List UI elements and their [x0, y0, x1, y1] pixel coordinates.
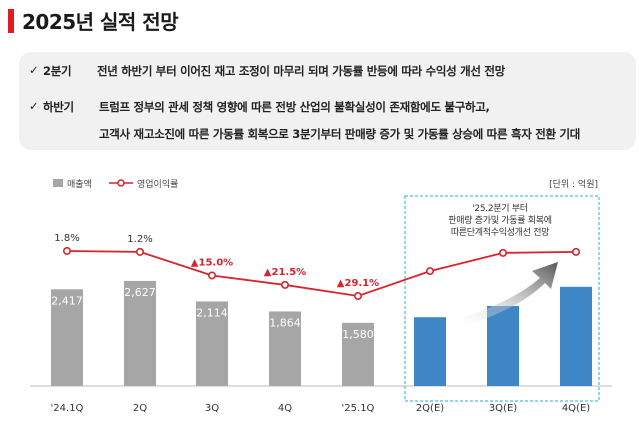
summary-text: 전년 하반기 부터 이어진 재고 조정이 마무리 되며 가동률 반등에 따라 수… — [97, 64, 505, 78]
bar — [342, 322, 374, 386]
line-value-label: ▲29.1% — [337, 278, 379, 289]
bar — [196, 301, 228, 386]
check-icon: ✓ — [29, 63, 39, 77]
x-tick-label: '25.1Q — [342, 403, 375, 414]
line-marker — [353, 291, 362, 300]
summary-box — [19, 52, 636, 150]
bar-value-label: 1,864 — [269, 316, 301, 329]
bar-value-label: 2,114 — [196, 306, 228, 319]
summary-period-label: 하반기 — [43, 100, 74, 114]
summary-text: 트럼프 정부의 관세 정책 영향에 따른 전방 산업의 불확실성이 존재함에도 … — [99, 100, 490, 114]
forecast-annotation: '25.2분기 부터 — [472, 203, 528, 214]
line-marker — [136, 247, 145, 256]
x-tick-label: 3Q(E) — [489, 403, 517, 414]
title-accent-bar — [8, 9, 14, 33]
bar-value-label: 2,627 — [124, 286, 156, 299]
bar — [487, 306, 519, 386]
line-marker — [498, 248, 507, 257]
x-tick-label: 4Q(E) — [562, 403, 590, 414]
line-value-label: ▲15.0% — [191, 257, 233, 268]
line-marker — [280, 280, 289, 289]
line-value-label: 1.2% — [127, 234, 152, 245]
forecast-box — [404, 195, 600, 402]
x-tick-label: 2Q — [133, 403, 147, 414]
check-icon: ✓ — [29, 99, 39, 113]
trend-arrow-icon — [462, 262, 558, 326]
page-title: 2025년 실적 전망 — [22, 10, 179, 34]
line-marker — [571, 247, 580, 256]
legend-line-marker — [117, 179, 125, 187]
legend-bar-swatch — [53, 179, 63, 187]
margin-line — [66, 250, 577, 297]
bar-value-label: 1,580 — [342, 328, 374, 341]
line-marker — [62, 247, 71, 256]
bar — [414, 317, 446, 386]
forecast-annotation: 따른단계적수익성개선 전망 — [451, 226, 549, 238]
bar — [560, 286, 592, 386]
bar — [51, 289, 83, 386]
bar — [124, 280, 156, 386]
line-value-label: 1.8% — [54, 233, 79, 244]
forecast-annotation: 판매량 증가및 가동률 회복에 — [448, 214, 551, 226]
summary-text: 고객사 재고소진에 따른 가동률 회복으로 3분기부터 판매량 증가 및 가동률… — [99, 127, 581, 141]
legend-line-label: 영업이익률 — [137, 178, 178, 190]
line-marker — [425, 267, 434, 276]
x-tick-label: 4Q — [278, 403, 292, 414]
x-tick-label: 2Q(E) — [416, 403, 444, 414]
line-marker — [208, 271, 217, 280]
legend-bar-label: 매출액 — [67, 178, 92, 190]
unit-label: [단위 : 억원] — [549, 178, 598, 190]
bar-value-label: 2,417 — [51, 294, 83, 307]
bar — [269, 311, 301, 386]
line-value-label: ▲21.5% — [264, 267, 306, 278]
x-tick-label: 3Q — [205, 403, 219, 414]
x-tick-label: '24.1Q — [51, 403, 84, 414]
summary-period-label: 2분기 — [43, 64, 72, 78]
